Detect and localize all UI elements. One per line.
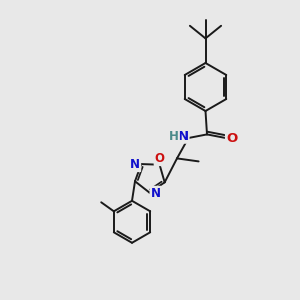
Text: N: N: [130, 158, 140, 171]
Text: H: H: [169, 130, 179, 143]
Text: N: N: [151, 187, 160, 200]
Text: O: O: [154, 152, 165, 165]
Text: N: N: [177, 130, 189, 143]
Text: O: O: [226, 132, 237, 145]
